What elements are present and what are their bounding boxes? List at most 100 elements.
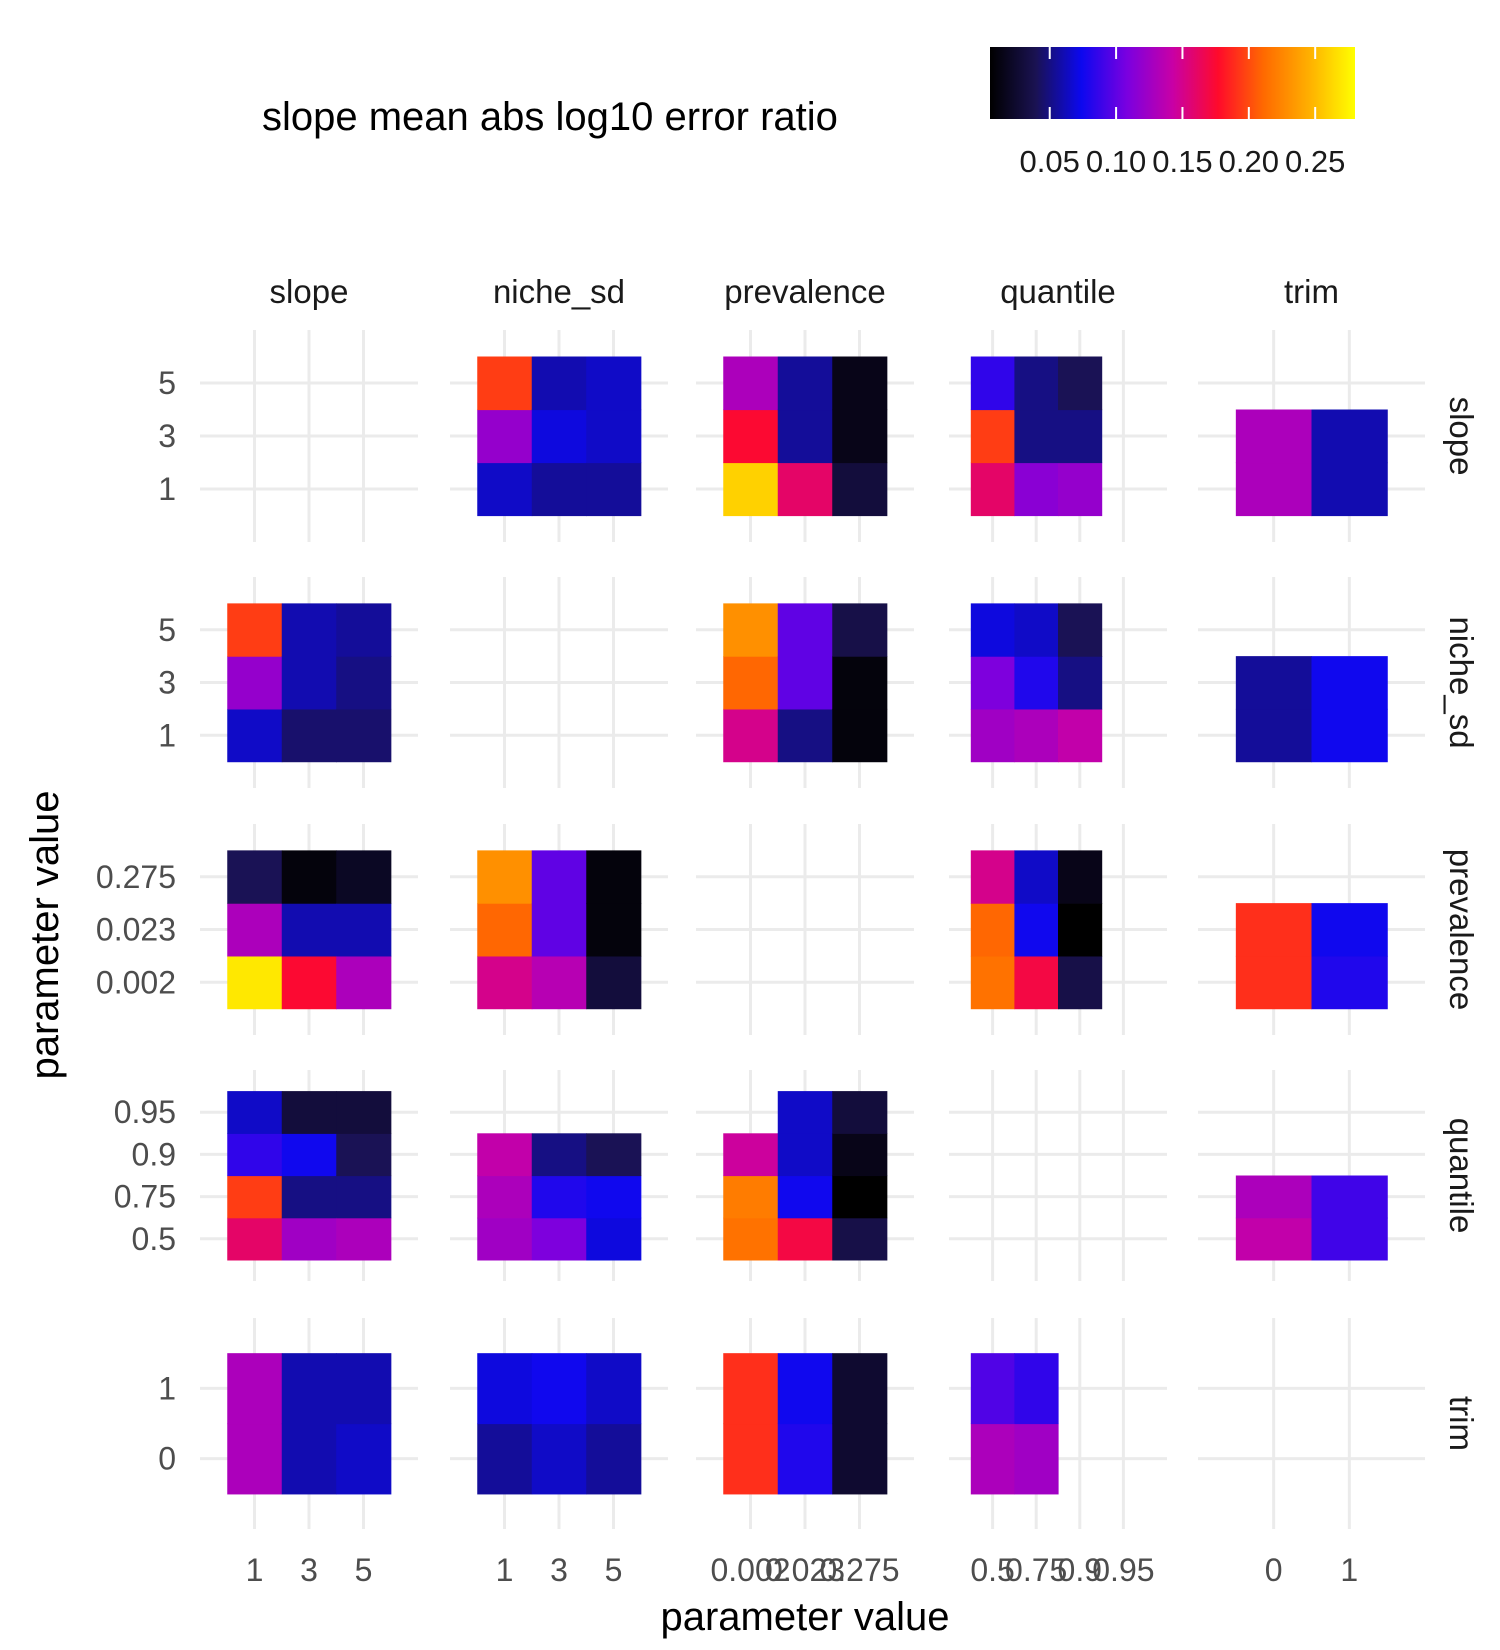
heat-cell <box>477 1133 533 1177</box>
heat-cell <box>723 1353 779 1425</box>
heat-cell <box>1014 462 1059 517</box>
x-tick-label: 5 <box>605 1552 623 1588</box>
heat-cell <box>336 903 392 957</box>
x-tick-label: 0.5 <box>970 1552 1014 1588</box>
heat-cell <box>586 1133 642 1177</box>
heat-cell <box>531 1353 587 1425</box>
heat-cell <box>281 1217 337 1261</box>
heat-cell <box>477 1353 533 1425</box>
heat-cell <box>586 1175 642 1219</box>
heat-cell <box>1311 955 1388 1010</box>
x-tick-label: 0 <box>1265 1552 1283 1588</box>
heat-cell <box>723 1423 779 1495</box>
heat-cell <box>477 850 533 904</box>
heat-cell <box>336 1133 392 1177</box>
heat-cell <box>1014 603 1059 657</box>
panel-quantile-prevalence <box>696 1070 914 1281</box>
x-tick-label: 5 <box>355 1552 373 1588</box>
x-tick-label: 1 <box>246 1552 264 1588</box>
legend-tick-label: 0.20 <box>1219 144 1279 179</box>
y-tick-label: 1 <box>158 471 176 507</box>
heat-cell <box>970 955 1015 1010</box>
panel-prevalence-slope <box>200 824 418 1035</box>
heat-cell <box>586 462 642 517</box>
heat-cell <box>336 1091 392 1134</box>
heat-cell <box>1311 708 1388 763</box>
heat-cell <box>1058 903 1103 957</box>
panel-slope-trim <box>1198 330 1425 542</box>
heat-cell <box>281 603 337 657</box>
legend-tick-label: 0.05 <box>1020 144 1080 179</box>
panel-slope-niche_sd <box>450 330 668 542</box>
y-tick-label: 0.9 <box>132 1136 176 1172</box>
panel-trim-trim <box>1198 1318 1425 1529</box>
heat-cell <box>336 1423 392 1495</box>
heat-cell <box>477 409 533 464</box>
heat-cell <box>1235 656 1313 710</box>
heat-cell <box>531 1217 587 1261</box>
y-tick-label: 3 <box>158 418 176 454</box>
heat-cell <box>832 656 888 710</box>
heat-cell <box>336 708 392 763</box>
heat-cell <box>970 850 1015 904</box>
y-axis-title: parameter value <box>23 790 67 1079</box>
x-tick-label: 0.275 <box>819 1552 899 1588</box>
heat-cell <box>1235 708 1313 763</box>
heat-cell <box>723 656 779 710</box>
row-strip-label: trim <box>1443 1396 1480 1451</box>
heat-cell <box>281 1091 337 1134</box>
heat-cell <box>1058 603 1103 657</box>
heat-cell <box>723 356 779 411</box>
heat-cell <box>281 656 337 710</box>
heat-cell <box>1058 708 1103 763</box>
panel-prevalence-trim <box>1198 824 1425 1035</box>
heat-cell <box>1014 656 1059 710</box>
heat-cell <box>1311 656 1388 710</box>
heat-cell <box>227 1175 283 1219</box>
colorbar <box>990 47 1355 119</box>
y-tick-label: 1 <box>158 717 176 753</box>
heat-cell <box>281 1353 337 1425</box>
column-strip-label: slope <box>270 273 349 310</box>
panel-grid: slope niche_sd prevalence quantile trim slope… <box>96 273 1480 1588</box>
heat-cell <box>1311 903 1388 957</box>
heat-cell <box>1235 1175 1313 1219</box>
heat-cell <box>531 1133 587 1177</box>
heat-cell <box>336 1353 392 1425</box>
heat-cell <box>477 462 533 517</box>
heat-cell <box>227 1091 283 1134</box>
x-axis-title: parameter value <box>660 1595 949 1639</box>
panel-slope-prevalence <box>696 330 914 542</box>
panel-niche_sd-quantile <box>949 577 1167 788</box>
heat-cell <box>1058 356 1103 411</box>
heat-cell <box>1014 708 1059 763</box>
heat-cell <box>1235 955 1313 1010</box>
panel-trim-prevalence <box>696 1318 914 1529</box>
heat-cell <box>832 409 888 464</box>
heat-cell <box>832 356 888 411</box>
heat-cell <box>1311 1175 1388 1219</box>
heat-cell <box>336 1217 392 1261</box>
heat-cell <box>336 656 392 710</box>
heat-cell <box>832 1091 888 1134</box>
panel-trim-niche_sd <box>450 1318 668 1529</box>
heat-cell <box>477 903 533 957</box>
heat-cell <box>832 603 888 657</box>
heat-cell <box>586 850 642 904</box>
panel-quantile-slope <box>200 1070 418 1281</box>
heat-cell <box>1014 409 1059 464</box>
x-tick-label: 0.9 <box>1058 1552 1102 1588</box>
heat-cell <box>970 409 1015 464</box>
heat-cell <box>1014 1423 1059 1495</box>
heat-cell <box>970 656 1015 710</box>
heat-cell <box>586 1217 642 1261</box>
heat-cell <box>777 356 833 411</box>
panel-niche_sd-niche_sd <box>450 577 668 788</box>
heat-cell <box>970 356 1015 411</box>
row-strip-label: niche_sd <box>1443 616 1480 748</box>
heat-cell <box>723 1133 779 1177</box>
heat-cell <box>832 1353 888 1425</box>
heat-cell <box>1014 850 1059 904</box>
x-tick-label: 0.023 <box>765 1552 845 1588</box>
